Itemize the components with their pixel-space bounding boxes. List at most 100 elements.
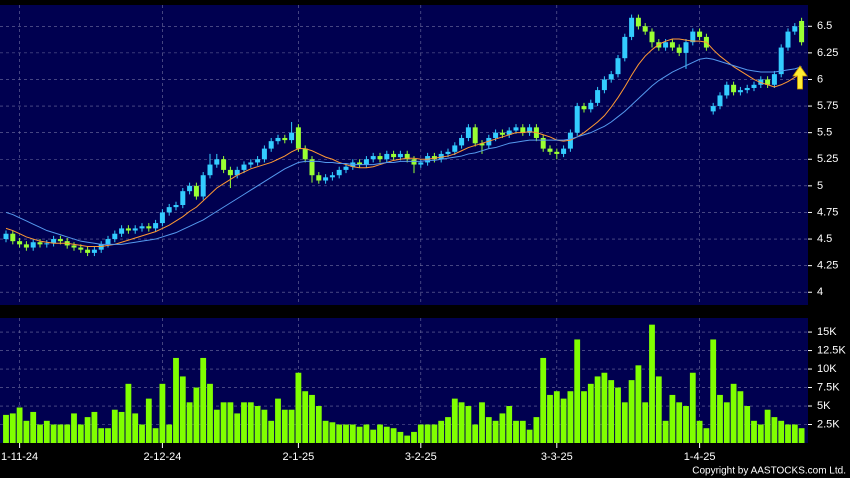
volume-bar: [179, 376, 186, 443]
volume-bar: [84, 417, 91, 443]
y-tick-label: 6.25: [817, 47, 838, 59]
volume-bar: [608, 380, 615, 443]
volume-bar: [132, 413, 139, 443]
candle-body: [193, 185, 199, 197]
candle-body: [316, 175, 322, 181]
volume-bar: [798, 428, 805, 443]
candle-body: [479, 143, 485, 146]
candle-body: [683, 42, 689, 53]
volume-bar: [336, 424, 343, 443]
volume-bar: [744, 406, 751, 443]
candle-body: [221, 159, 227, 170]
y-tick-label: 4.25: [817, 260, 838, 272]
plot-layer: 4 4.25 4.5 4.75 5 5.25 5.5 5.75 6 6.25 6.5 2.5K 5K 7.…: [0, 5, 846, 463]
volume-bar: [349, 424, 356, 443]
volume-bar: [587, 383, 594, 443]
x-tick-label: 1-11-24: [1, 451, 38, 463]
volume-bar: [615, 387, 621, 443]
volume-bar: [383, 426, 390, 443]
candle-body: [241, 164, 247, 170]
volume-bar: [594, 376, 601, 443]
volume-bar: [139, 424, 145, 443]
candle-body: [377, 156, 383, 160]
candle-body: [499, 132, 505, 135]
candle-body: [289, 132, 295, 141]
candle-body: [663, 42, 669, 48]
candle-body: [676, 47, 682, 53]
candle-body: [17, 241, 23, 245]
volume-bar: [98, 428, 105, 443]
volume-bar: [547, 394, 553, 443]
candle-body: [601, 79, 607, 91]
candle-body: [731, 84, 737, 93]
candle-body: [778, 47, 784, 75]
arrow-marker: [792, 65, 808, 90]
volume-bar: [431, 424, 438, 443]
volume-bar: [152, 428, 159, 443]
volume-bar: [771, 417, 778, 443]
candle-body: [329, 175, 335, 178]
y-tick-label: 4.5: [817, 233, 832, 245]
volume-bar: [295, 372, 302, 443]
candle-body: [166, 207, 172, 213]
candle-body: [153, 223, 159, 229]
y-tick-label: 12.5K: [817, 344, 846, 356]
volume-bar: [764, 409, 771, 443]
volume-bar: [9, 413, 16, 443]
moving-average-line: [5, 38, 802, 247]
volume-bar: [275, 398, 281, 443]
candle-body: [527, 127, 533, 133]
volume-bar: [91, 411, 98, 443]
candle-body: [51, 239, 57, 244]
copyright: Copyright by AASTOCKS.com Ltd.: [692, 466, 846, 477]
candle-body: [561, 148, 567, 154]
candle-body: [771, 74, 777, 85]
volume-bar: [261, 409, 268, 443]
candle-body: [431, 156, 437, 160]
volume-bar: [417, 424, 424, 443]
volume-bar: [234, 413, 241, 443]
volume-bar: [506, 406, 513, 443]
volume-bar: [519, 420, 526, 443]
volume-bar: [649, 324, 655, 443]
candle-body: [445, 151, 451, 154]
candle-body: [23, 244, 29, 248]
candle-body: [44, 243, 50, 245]
candle-body: [493, 132, 499, 138]
candle-body: [690, 31, 696, 43]
volume-bar: [723, 402, 730, 443]
volume-bar: [105, 428, 111, 443]
volume-bar: [227, 402, 234, 443]
volume-bar: [23, 420, 30, 443]
volume-bar: [268, 420, 275, 443]
volume-bar: [50, 424, 57, 443]
volume-bar: [363, 424, 370, 443]
volume-bar: [71, 413, 77, 443]
candle-body: [642, 26, 648, 32]
x-tick-label: 2-12-24: [143, 451, 181, 463]
candle-body: [629, 17, 635, 37]
volume-bar: [567, 391, 574, 443]
volume-bar: [370, 429, 377, 443]
candle-body: [10, 233, 16, 242]
volume-bar: [404, 435, 411, 443]
candle-body: [323, 177, 329, 181]
volume-bar: [703, 428, 710, 443]
candle-body: [554, 151, 560, 154]
candle-body: [649, 31, 655, 43]
volume-bar: [737, 391, 744, 443]
volume-bar: [492, 420, 499, 443]
volume-bar: [356, 426, 363, 443]
candle-body: [282, 137, 288, 141]
volume-bar: [465, 406, 472, 443]
candle-body: [336, 169, 342, 176]
volume-bar: [281, 409, 288, 443]
x-tick-label: 1-4-25: [684, 451, 716, 463]
volume-bar: [3, 414, 9, 443]
candle-body: [588, 102, 594, 110]
volume-bar: [43, 420, 50, 443]
volume-bar: [757, 424, 764, 443]
candle-body: [78, 247, 84, 250]
volume-bar: [560, 398, 567, 443]
volume-bar: [485, 417, 492, 443]
